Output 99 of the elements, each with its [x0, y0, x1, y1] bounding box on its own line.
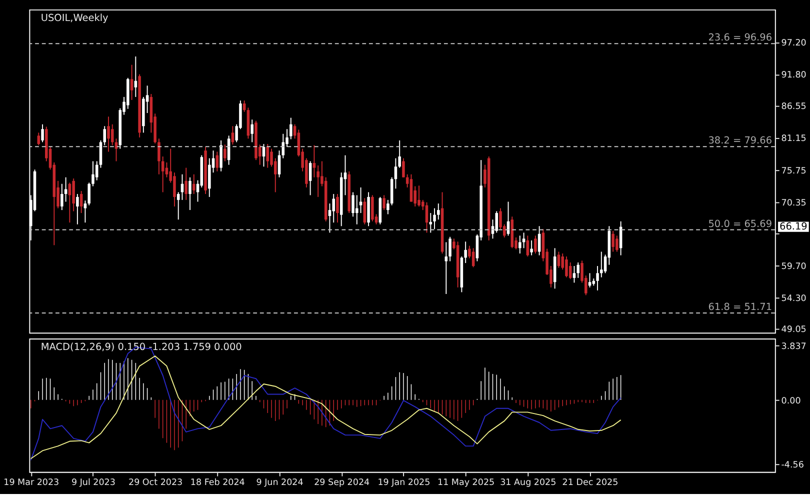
x-tick-label: 31 Aug 2025: [500, 478, 556, 488]
candlestick: [192, 174, 196, 194]
ref-line-label: 23.6 = 96.96: [708, 32, 772, 44]
y-tick-label: 59.70: [781, 262, 806, 272]
candlestick: [216, 151, 219, 172]
y-tick-label: 81.15: [781, 134, 806, 144]
x-tick-label: 9 Jul 2023: [71, 478, 116, 488]
x-tick-label: 29 Sep 2024: [314, 478, 370, 488]
candlestick: [312, 144, 316, 178]
candlestick: [41, 124, 44, 143]
candlestick: [336, 193, 339, 224]
candlestick: [495, 210, 498, 234]
candlestick: [188, 176, 192, 211]
candlestick: [92, 160, 94, 187]
candlestick: [429, 212, 432, 234]
x-tick-label: 19 Mar 2023: [4, 478, 60, 488]
candlestick: [80, 190, 83, 214]
candlestick: [616, 235, 618, 252]
candlestick: [64, 176, 68, 202]
candlestick: [433, 208, 436, 230]
chart-title: MACD(12,26,9) 0.150 -1.203 1.759 0.000: [40, 342, 242, 354]
candlestick: [37, 132, 40, 146]
candlestick: [464, 241, 467, 264]
candlestick: [394, 158, 398, 190]
y-tick-label: -4.56: [781, 460, 804, 471]
candlestick: [382, 194, 386, 211]
candlestick: [557, 251, 560, 268]
candlestick: [72, 178, 75, 212]
candlestick: [359, 186, 362, 214]
candlestick: [600, 251, 603, 278]
candlestick: [88, 182, 90, 206]
y-tick-label: 75.75: [781, 166, 806, 176]
candlestick: [161, 156, 164, 193]
y-tick-label: 86.55: [781, 102, 806, 112]
candlestick: [418, 185, 420, 207]
candlestick: [266, 143, 270, 168]
candlestick: [472, 248, 475, 268]
candlestick: [612, 230, 614, 252]
candlestick: [95, 160, 98, 181]
x-tick-label: 18 Feb 2024: [190, 478, 246, 488]
candlestick: [565, 256, 568, 278]
candlestick: [518, 235, 522, 254]
candlestick: [231, 126, 234, 146]
y-tick-label: 3.837: [781, 342, 806, 352]
candlestick: [107, 116, 110, 152]
candlestick: [262, 143, 266, 168]
candlestick: [184, 167, 188, 200]
y-tick-label: 97.20: [781, 38, 806, 49]
ref-line-label: 50.0 = 65.69: [708, 218, 772, 230]
candlestick: [576, 262, 580, 278]
candlestick: [356, 194, 358, 225]
candlestick: [250, 119, 254, 143]
x-tick-label: 19 Jan 2025: [378, 478, 430, 488]
candlestick: [103, 126, 106, 146]
x-tick-label: 11 May 2025: [438, 478, 495, 488]
candlestick: [99, 140, 102, 168]
ref-line-label: 38.2 = 79.66: [708, 136, 772, 147]
y-tick-label: 91.80: [781, 70, 806, 81]
candlestick: [158, 138, 160, 175]
candlestick: [402, 158, 405, 178]
candlestick: [534, 235, 537, 254]
x-tick-label: 29 Oct 2023: [128, 478, 183, 488]
y-tick-label: 49.05: [781, 325, 806, 336]
y-tick-label: 0.00: [781, 396, 801, 406]
text: 66.19: [780, 222, 808, 233]
candlestick: [176, 192, 180, 220]
candlestick: [398, 140, 401, 168]
candlestick: [352, 192, 354, 218]
candlestick: [278, 150, 281, 178]
candlestick: [596, 266, 599, 291]
candlestick: [76, 193, 79, 225]
candlestick: [130, 64, 134, 100]
candlestick: [568, 262, 572, 280]
candlestick: [371, 194, 374, 222]
chart-title: USOIL,Weekly: [40, 13, 109, 24]
candlestick: [572, 266, 576, 284]
candlestick: [173, 172, 176, 207]
candlestick: [332, 193, 335, 224]
x-tick-label: 21 Dec 2025: [562, 478, 618, 488]
candlestick: [84, 200, 87, 224]
y-tick-label: 70.35: [781, 198, 806, 208]
candlestick: [386, 199, 390, 215]
candlestick: [437, 203, 440, 220]
candlestick: [308, 160, 312, 196]
candlestick: [60, 183, 64, 211]
candlestick: [110, 124, 114, 146]
candlestick: [316, 164, 320, 198]
candlestick: [526, 235, 530, 257]
candlestick: [224, 144, 226, 162]
candlestick: [448, 236, 452, 262]
ref-line-label: 61.8 = 51.71: [708, 302, 772, 314]
candlestick: [208, 158, 211, 198]
candlestick: [410, 174, 413, 202]
candlestick: [220, 140, 222, 172]
x-tick-label: 9 Jun 2024: [256, 478, 304, 488]
candlestick: [290, 117, 292, 140]
y-tick-label: 54.30: [781, 294, 806, 304]
candlestick: [530, 240, 533, 256]
candlestick: [363, 198, 366, 225]
